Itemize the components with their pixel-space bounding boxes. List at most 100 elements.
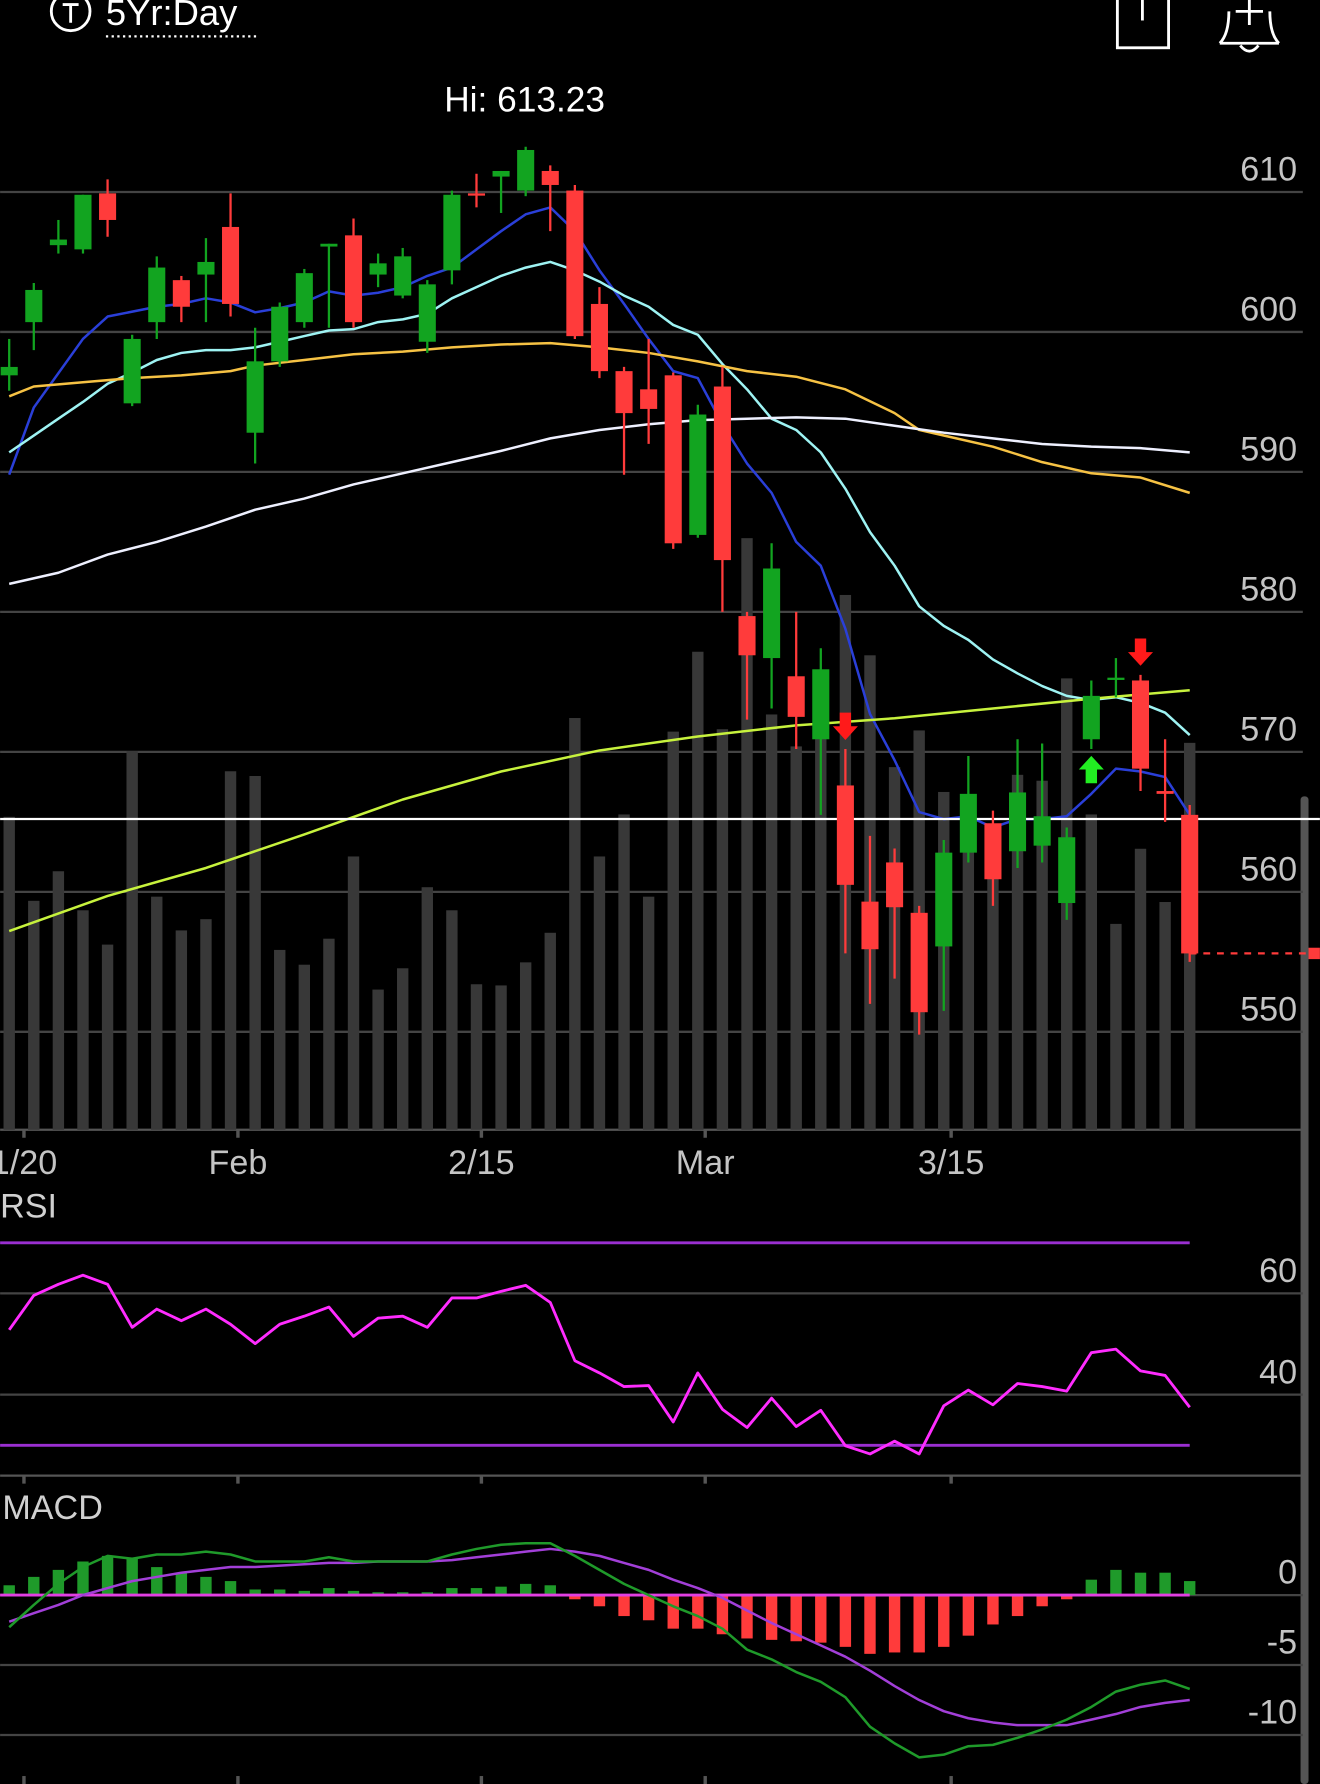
volume-bar [962,796,975,1130]
candle-body [246,361,264,433]
y-tick-label: 550 [1240,990,1297,1028]
histogram-bar [815,1595,827,1643]
histogram-bar [101,1555,114,1596]
candle-body [1082,695,1100,740]
candle-body [418,284,436,342]
volume-bar [593,856,606,1130]
candle-body [615,371,633,414]
histogram-bar [839,1595,852,1647]
volume-bar [618,814,630,1130]
volume-bar [101,944,114,1130]
candle-body [172,280,190,307]
volume-bar [470,984,483,1130]
candle-body [1058,837,1076,904]
candle-body [467,193,486,196]
volume-bar [765,714,778,1130]
candle-body [541,170,559,185]
x-tick-label: 1/20 [0,1144,57,1182]
volume-bar [1159,902,1171,1130]
candle-body [320,243,338,247]
candle-body [640,389,658,409]
scrollbar[interactable] [1300,796,1309,1784]
candle-body [1131,680,1150,769]
alert-icon[interactable] [1218,0,1281,53]
period-label[interactable]: 5Yr:Day [106,0,238,33]
volume-bar [790,746,802,1130]
histogram-bar [1061,1595,1073,1600]
candle-body [197,261,215,275]
histogram-bar [1110,1569,1122,1596]
candle-body [443,194,461,271]
histogram-bar [1159,1572,1171,1596]
volume-bar [1110,923,1122,1130]
y-tick-label: 610 [1240,151,1297,189]
candle-body [492,170,510,177]
histogram-bar [1085,1579,1098,1596]
histogram-bar [962,1595,975,1636]
histogram-bar [298,1590,311,1596]
histogram-bar [200,1576,212,1596]
histogram-bar [667,1595,679,1629]
panel-title: RSI [0,1187,57,1225]
candle-body [271,306,289,362]
volume-bar [1085,814,1098,1130]
volume-bar [175,930,188,1130]
candle-body [1033,816,1051,846]
candle-body [74,194,92,250]
candle-body [836,785,854,885]
histogram-bar [888,1595,901,1653]
candle-body [517,149,535,191]
candle-body [984,823,1002,880]
signal-line [8,1547,1190,1727]
volume-bar [667,731,679,1130]
candle-body [344,235,363,323]
volume-bar [1134,848,1147,1130]
sell-signal [832,712,858,740]
volume-bar [692,651,704,1130]
volume-bar [987,864,999,1130]
volume-bar [569,718,581,1130]
candle-body [49,239,67,246]
volume-bar [151,896,163,1130]
volume-bar [741,538,753,1130]
volume-bar [200,919,212,1130]
candle-body [812,669,830,740]
candle-body [590,303,608,372]
histogram-bar [618,1595,630,1617]
histogram-bar [224,1581,237,1596]
histogram-bar [938,1595,950,1647]
histogram-bar [175,1572,188,1596]
volume-bar [224,771,237,1130]
volume-bar [642,896,655,1130]
histogram-bar [1134,1572,1147,1596]
histogram-bar [446,1588,458,1596]
candle-body [763,568,781,659]
histogram-bar [3,1585,15,1596]
candle-body [394,256,412,296]
period-selector[interactable]: 5Yr:Day [49,0,258,38]
candle-body [0,366,18,376]
volume-bar [3,816,15,1130]
x-tick-label: Feb [209,1144,268,1182]
share-icon[interactable] [1115,0,1170,50]
histogram-bar [151,1567,163,1596]
candle-body [910,912,928,1013]
histogram-bar [519,1583,532,1596]
volume-bar [1036,780,1048,1130]
histogram-bar [765,1595,778,1640]
volume-bar [298,964,311,1130]
volume-bar [249,775,261,1130]
candle-body [861,901,879,950]
histogram-bar [642,1595,655,1621]
histogram-bar [790,1595,802,1642]
volume-bar [397,968,409,1130]
panel-title: MACD [2,1489,102,1527]
candle-body [713,386,731,561]
moving-average [8,416,1190,586]
candle-body [25,289,43,323]
histogram-bar [1036,1595,1048,1607]
histogram-bar [864,1595,876,1654]
volume-bar [323,938,335,1130]
volume-bar [372,989,384,1130]
